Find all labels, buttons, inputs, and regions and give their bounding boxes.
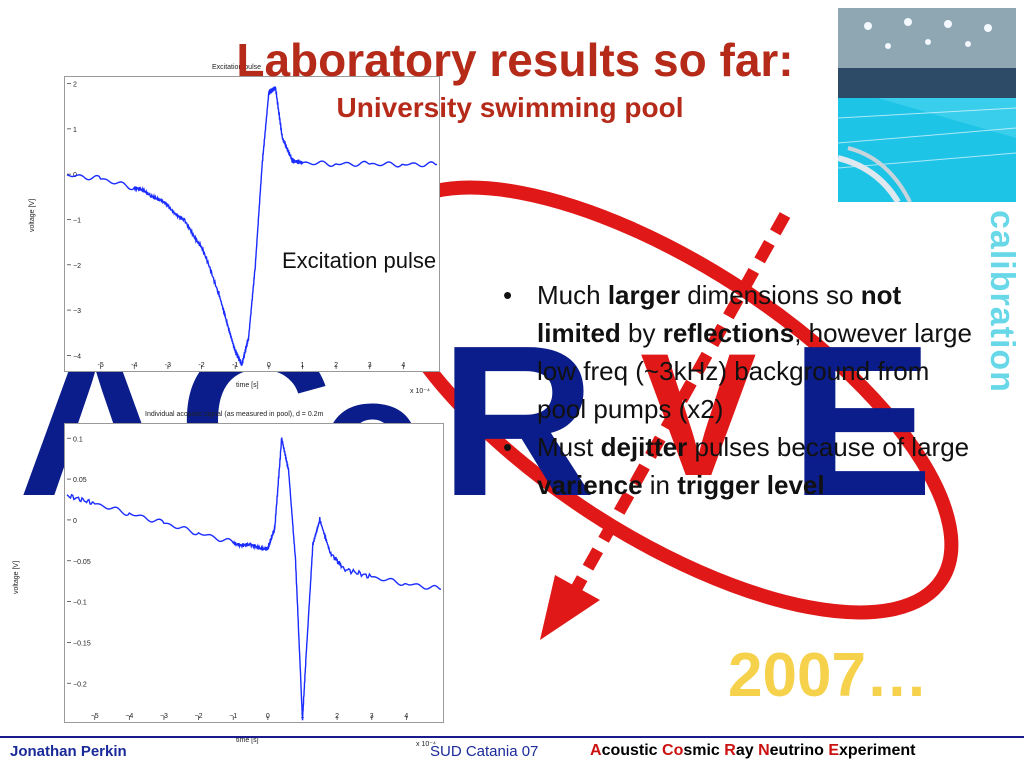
bullet-run: by xyxy=(620,318,663,348)
bullet-run: reflections xyxy=(662,318,795,348)
experiment-run: coustic xyxy=(601,742,663,759)
x-tick-label: −3 xyxy=(160,713,168,720)
bullet-run: pulses because of large xyxy=(687,432,970,462)
experiment-run: R xyxy=(724,742,736,759)
x-tick-label: −5 xyxy=(91,713,99,720)
bullet-run: , however large low freq (~3kHz) backgro… xyxy=(537,318,972,424)
bullet-run: larger xyxy=(607,280,681,310)
experiment-run: ay xyxy=(735,742,759,759)
logo-letter: V xyxy=(640,318,757,513)
x-tick-label: -5 xyxy=(98,362,104,369)
x-tick-label: −1 xyxy=(229,713,237,720)
x-tick-label: 0 xyxy=(266,713,270,720)
chart1-title: Excitation pulse xyxy=(212,64,262,71)
x-tick-label: 4 xyxy=(401,362,405,369)
bullet-run: trigger level xyxy=(677,470,825,500)
pool-photo xyxy=(838,8,1016,202)
footer-experiment-name: Acoustic Cosmic Ray Neutrino Experiment xyxy=(590,742,915,760)
y-tick-label: −0.05 xyxy=(73,559,91,566)
x-tick-label: -2 xyxy=(198,362,204,369)
experiment-run: eutrino xyxy=(769,742,829,759)
y-tick-label: 0.1 xyxy=(73,436,83,443)
chart2-plot: −5 −4 −3 −2 −1 0 1 2 3 40.10.050−0.05−0.1−0.15−0.… xyxy=(66,436,442,721)
bullet-run: in xyxy=(642,470,678,500)
experiment-run: smic xyxy=(683,742,725,759)
chart1-xlabel: time [s] xyxy=(236,382,259,389)
x-tick-label: -3 xyxy=(165,362,171,369)
logo-arrow xyxy=(540,212,791,640)
x-tick-label: −2 xyxy=(195,713,203,720)
experiment-run: xperiment xyxy=(839,742,916,759)
y-tick-label: −0.15 xyxy=(73,640,91,647)
experiment-run: N xyxy=(758,742,770,759)
bullet-dot: • xyxy=(503,432,513,462)
bullet-dot: • xyxy=(503,280,513,310)
y-tick-label: −0.2 xyxy=(73,681,87,688)
bullet-run: dejitter xyxy=(600,432,688,462)
chart2-xlabel: time [s] xyxy=(236,737,259,744)
x-tick-label: 1 xyxy=(301,362,305,369)
y-tick-label: 2 xyxy=(73,82,77,89)
bullet-item: • Much larger dimensions so not limited … xyxy=(497,276,977,428)
bullet-text: Much larger dimensions so not limited by… xyxy=(537,280,972,424)
bullet-run: varience xyxy=(537,470,643,500)
bullet-run: Must xyxy=(537,432,601,462)
y-tick-label: −3 xyxy=(73,308,81,315)
y-tick-label: −4 xyxy=(73,353,81,360)
x-tick-label: 2 xyxy=(335,713,339,720)
bullet-item: • Must dejitter pulses because of large … xyxy=(497,428,977,504)
y-tick-label: 0.05 xyxy=(73,477,87,484)
calibration-label: calibration xyxy=(983,210,1021,393)
x-tick-label: 3 xyxy=(368,362,372,369)
y-tick-label: −1 xyxy=(73,217,81,224)
x-tick-label: 2 xyxy=(334,362,338,369)
bullet-list: • Much larger dimensions so not limited … xyxy=(497,276,977,504)
experiment-run: Co xyxy=(662,742,684,759)
x-tick-label: -4 xyxy=(131,362,137,369)
x-tick-label: 3 xyxy=(370,713,374,720)
chart2-x-multiplier: x 10⁻⁴ xyxy=(416,741,436,748)
chart2-title: Individual acoustic signal (as measured … xyxy=(145,411,324,418)
series-line xyxy=(66,85,437,366)
series-line xyxy=(66,437,442,721)
x-tick-label: 0 xyxy=(267,362,271,369)
excitation-pulse-chart: -5 -4 -3 -2 -1 0 1 2 3 4 2 1 0 −1 −2 −3 −4 xyxy=(64,76,440,372)
y-tick-label: 1 xyxy=(73,127,77,134)
footer-divider xyxy=(0,736,1024,738)
chart1-x-multiplier: x 10⁻⁴ xyxy=(410,388,430,395)
bullet-run: Much xyxy=(537,280,608,310)
bullet-text: Must dejitter pulses because of large va… xyxy=(537,432,969,500)
y-tick-label: 0 xyxy=(73,518,77,525)
y-tick-label: −0.1 xyxy=(73,600,87,607)
logo-letter: R xyxy=(440,300,595,541)
experiment-run: A xyxy=(590,742,602,759)
slide-subtitle: University swimming pool xyxy=(336,92,684,123)
bullet-run: not limited xyxy=(537,280,902,348)
y-tick-label: −2 xyxy=(73,263,81,270)
acoustic-signal-chart: −5 −4 −3 −2 −1 0 1 2 3 4 0.1 0.05 0 −0.05 −0.1 −0.15 −0.… xyxy=(64,423,444,723)
x-tick-label: 4 xyxy=(404,713,408,720)
footer-conference: SUD Catania 07 xyxy=(430,743,539,760)
logo-letter: E xyxy=(790,300,933,541)
chart2-ylabel: voltage [V] xyxy=(13,560,21,595)
excitation-pulse-annotation: Excitation pulse xyxy=(282,248,437,273)
x-tick-label: -1 xyxy=(232,362,238,369)
x-tick-label: −4 xyxy=(125,713,133,720)
year-label: 2007… xyxy=(728,641,928,710)
experiment-run: E xyxy=(828,742,839,759)
slide-title: Laboratory results so far: xyxy=(236,34,794,86)
chart1-ylabel: voltage [V] xyxy=(29,198,37,233)
footer-author: Jonathan Perkin xyxy=(10,743,127,760)
bullet-run: dimensions so xyxy=(680,280,861,310)
